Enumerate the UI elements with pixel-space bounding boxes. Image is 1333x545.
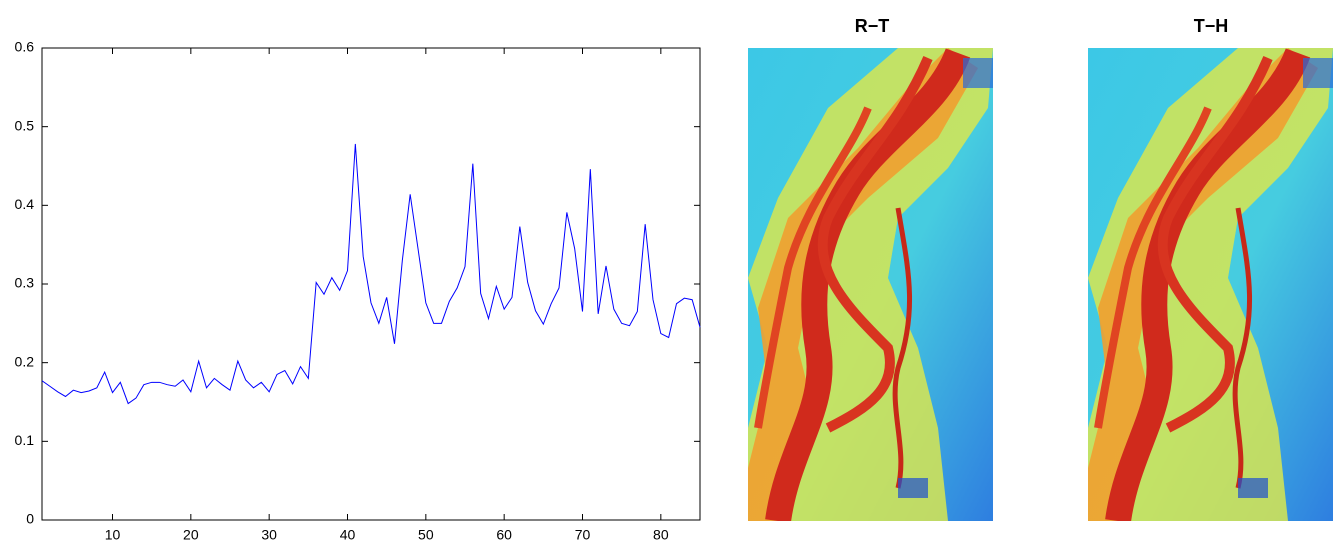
y-tick-label: 0.2 bbox=[15, 353, 35, 369]
line-chart: 0 0.1 0.2 0.3 0.4 0.5 0.6 10 20 30 40 50 60 70 80 bbox=[15, 39, 701, 543]
x-tick-label: 70 bbox=[575, 527, 591, 543]
x-tick-label: 20 bbox=[183, 527, 199, 543]
x-tick-label: 10 bbox=[105, 527, 121, 543]
y-tick-label: 0.3 bbox=[15, 275, 35, 291]
y-tick-label: 0.4 bbox=[15, 196, 35, 212]
x-tick-label: 40 bbox=[340, 527, 356, 543]
y-tick-label: 0.1 bbox=[15, 432, 35, 448]
data-line bbox=[41, 143, 701, 405]
image-title: R−T bbox=[855, 16, 890, 36]
y-tick-label: 0 bbox=[26, 511, 34, 527]
heatmap-image bbox=[1088, 48, 1333, 521]
y-tick-label: 0.6 bbox=[15, 39, 35, 55]
x-tick-label: 30 bbox=[261, 527, 277, 543]
x-tick-label: 80 bbox=[653, 527, 669, 543]
x-tick-label: 60 bbox=[496, 527, 512, 543]
plot-area bbox=[41, 47, 701, 521]
heatmap-image bbox=[748, 48, 993, 521]
y-tick-label: 0.5 bbox=[15, 117, 35, 133]
image-title: T−H bbox=[1194, 16, 1229, 36]
x-tick-label: 50 bbox=[418, 527, 434, 543]
